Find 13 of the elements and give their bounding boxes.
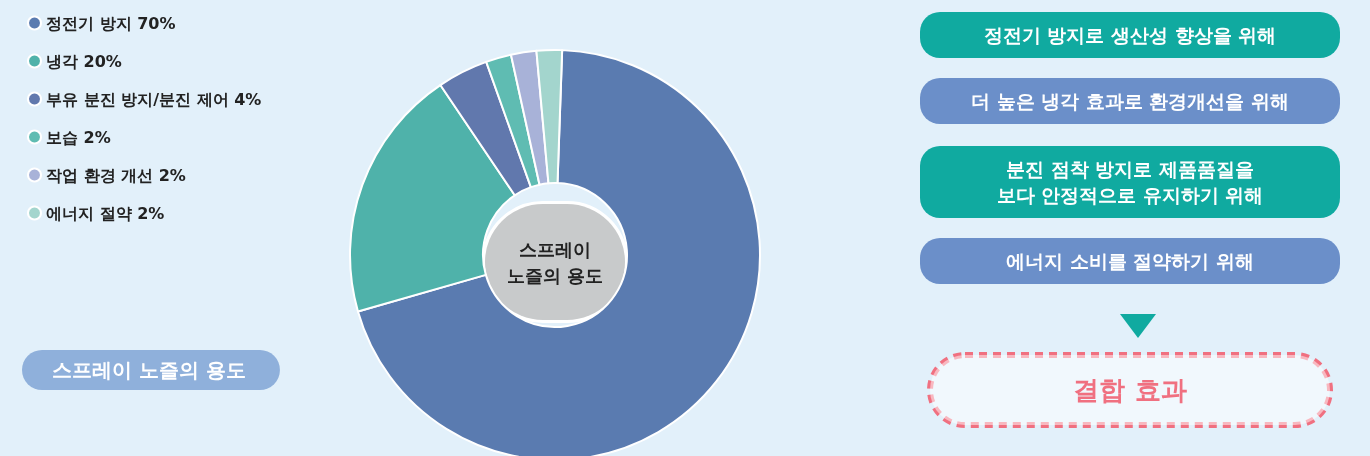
legend-label: 냉각 20% — [46, 51, 122, 71]
legend-label: 정전기 방지 70% — [46, 13, 176, 33]
legend-label: 작업 환경 개선 2% — [46, 165, 186, 185]
text: 스프레이 노즐의 용도 — [506, 238, 604, 286]
legend-label: 보습 2% — [46, 127, 111, 147]
text: 결합 효과 — [1073, 375, 1187, 405]
text: 에너지 소비를 절약하기 위해 — [1006, 250, 1254, 272]
legend-label: 부유 분진 방지/분진 제어 4% — [46, 89, 262, 109]
legend-label: 에너지 절약 2% — [46, 203, 165, 223]
text: 더 높은 냉각 효과로 환경개선을 위해 — [970, 90, 1290, 112]
text: 분진 점착 방지로 제품품질을 보다 안정적으로 유지하기 위해 — [996, 158, 1264, 206]
text: 스프레이 노즐의 용도 — [52, 358, 246, 382]
text: 정전기 방지로 생산성 향상을 위해 — [983, 24, 1277, 46]
